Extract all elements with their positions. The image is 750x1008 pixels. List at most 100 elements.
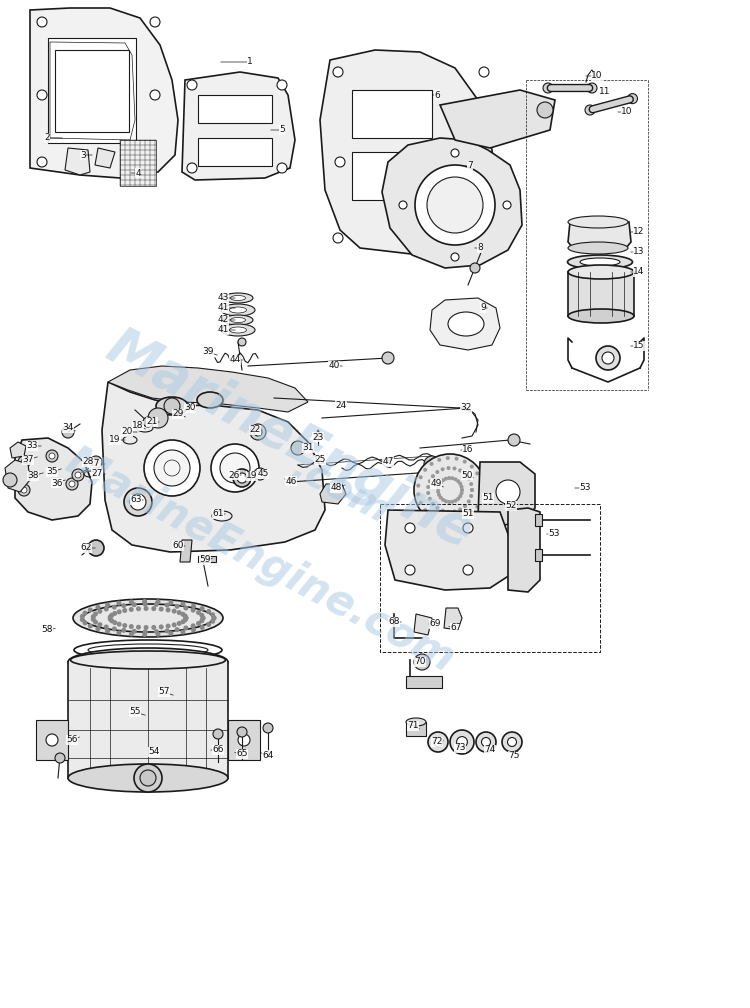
Circle shape (463, 460, 466, 464)
Circle shape (444, 499, 448, 503)
Circle shape (62, 426, 74, 438)
Polygon shape (535, 514, 542, 526)
Polygon shape (320, 484, 346, 504)
Circle shape (466, 499, 471, 503)
Circle shape (463, 523, 473, 533)
Circle shape (129, 631, 134, 636)
Polygon shape (108, 366, 308, 412)
Circle shape (154, 629, 159, 634)
Circle shape (478, 480, 483, 484)
Circle shape (479, 67, 489, 77)
Bar (568, 272, 634, 316)
Text: .com: .com (285, 449, 395, 531)
Bar (352, 90, 432, 138)
Circle shape (164, 628, 170, 633)
Text: 6: 6 (434, 91, 439, 100)
Circle shape (90, 456, 102, 468)
Circle shape (478, 497, 483, 501)
Text: 18: 18 (132, 421, 144, 430)
Circle shape (122, 608, 128, 613)
Circle shape (154, 450, 190, 486)
Ellipse shape (568, 216, 628, 228)
Text: 16: 16 (462, 446, 474, 455)
Text: 40: 40 (328, 362, 340, 371)
Circle shape (238, 338, 246, 346)
Circle shape (452, 509, 457, 513)
Circle shape (164, 398, 180, 414)
Circle shape (450, 730, 474, 754)
Ellipse shape (406, 718, 426, 726)
Bar (352, 152, 432, 200)
Text: 39: 39 (202, 348, 214, 357)
Circle shape (470, 482, 473, 486)
Circle shape (433, 738, 442, 747)
Text: 41: 41 (217, 303, 229, 312)
Circle shape (233, 469, 251, 487)
Circle shape (154, 602, 159, 607)
Circle shape (476, 732, 496, 752)
Circle shape (82, 611, 88, 616)
Circle shape (416, 484, 420, 488)
Text: 63: 63 (130, 496, 142, 504)
Circle shape (426, 485, 430, 489)
Text: 26: 26 (228, 471, 240, 480)
Circle shape (441, 509, 445, 513)
Text: 49: 49 (430, 480, 442, 489)
Circle shape (333, 233, 343, 243)
Circle shape (476, 472, 479, 476)
Circle shape (37, 90, 47, 100)
Circle shape (238, 734, 250, 746)
Circle shape (143, 606, 148, 611)
Circle shape (419, 501, 423, 505)
Text: 75: 75 (509, 752, 520, 760)
Circle shape (405, 565, 415, 575)
Circle shape (454, 457, 458, 461)
Circle shape (112, 620, 117, 625)
Text: 21: 21 (146, 417, 158, 426)
Polygon shape (382, 138, 522, 268)
Circle shape (143, 417, 153, 427)
Polygon shape (430, 298, 500, 350)
Text: 37: 37 (22, 456, 34, 465)
Circle shape (104, 607, 109, 612)
Circle shape (210, 612, 215, 617)
Ellipse shape (587, 83, 597, 93)
Circle shape (451, 253, 459, 261)
Circle shape (143, 625, 148, 630)
Polygon shape (385, 510, 512, 590)
Circle shape (441, 498, 445, 502)
Text: 51: 51 (482, 494, 494, 503)
Circle shape (254, 428, 262, 436)
Circle shape (105, 629, 110, 634)
Circle shape (470, 494, 473, 498)
Bar (406, 676, 442, 688)
Circle shape (211, 616, 217, 621)
Text: 53: 53 (579, 484, 591, 493)
Circle shape (414, 654, 430, 670)
Text: 45: 45 (257, 470, 268, 479)
Circle shape (177, 610, 182, 615)
Circle shape (166, 608, 170, 613)
Bar (120, 140, 156, 186)
Ellipse shape (230, 307, 247, 313)
Circle shape (108, 617, 112, 622)
Ellipse shape (230, 295, 245, 300)
Circle shape (37, 157, 47, 167)
Circle shape (80, 617, 85, 622)
Text: 27: 27 (92, 470, 103, 479)
Circle shape (200, 625, 205, 630)
Circle shape (191, 627, 196, 632)
Circle shape (427, 479, 432, 483)
Circle shape (437, 483, 441, 487)
Circle shape (476, 505, 479, 509)
Circle shape (75, 472, 81, 478)
Circle shape (446, 466, 451, 470)
Circle shape (200, 616, 206, 621)
Polygon shape (102, 382, 325, 552)
Circle shape (148, 408, 168, 428)
Text: 23: 23 (312, 432, 324, 442)
Circle shape (463, 565, 473, 575)
Text: 34: 34 (62, 423, 74, 432)
Polygon shape (180, 540, 192, 562)
Circle shape (502, 732, 522, 752)
